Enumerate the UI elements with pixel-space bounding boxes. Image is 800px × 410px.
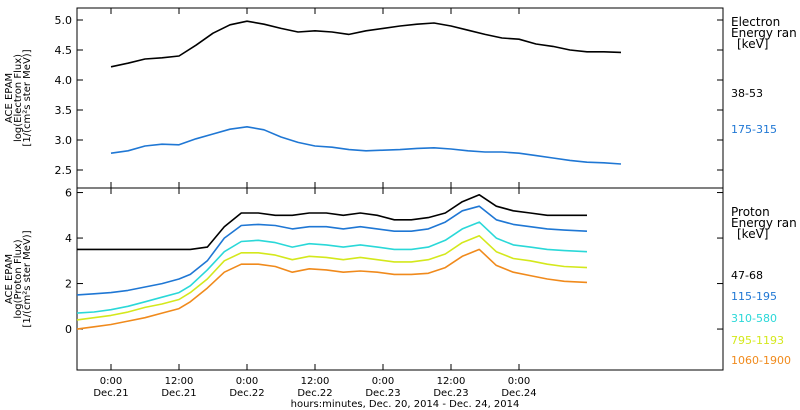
x-tick-date-label: Dec.21: [161, 388, 196, 399]
legend-title-line: [keV]: [737, 37, 768, 51]
x-tick-time-label: 12:00: [165, 376, 194, 387]
y-axis-label-line: [1/(cm²s ster MeV)]: [22, 230, 33, 327]
x-tick-time-label: 0:00: [372, 376, 394, 387]
y-axis-label-line: log(Electron Flux): [13, 54, 24, 142]
x-tick-date-label: Dec.22: [229, 388, 264, 399]
x-tick-date-label: Dec.23: [433, 388, 468, 399]
legend-entry-310-580: 310-580: [731, 312, 777, 325]
x-tick-date-label: Dec.23: [365, 388, 400, 399]
y-tick-label: 3.0: [55, 134, 73, 147]
y-tick-label: 3.5: [55, 104, 73, 117]
y-axis-label-line: [1/(cm²s ster MeV)]: [22, 49, 33, 146]
x-tick-date-label: Dec.22: [297, 388, 332, 399]
y-axis-label-line: ACE EPAM: [4, 254, 15, 304]
y-tick-label: 2: [65, 278, 72, 291]
legend-title-line: [keV]: [737, 227, 768, 241]
legend-entry-47-68: 47-68: [731, 269, 763, 282]
series-line-47-68: [77, 194, 587, 251]
y-tick-label: 4.5: [55, 44, 73, 57]
x-tick-time-label: 12:00: [301, 376, 330, 387]
plot-frame: [76, 187, 724, 371]
x-tick-time-label: 0:00: [100, 376, 122, 387]
legend-entry-795-1193: 795-1193: [731, 334, 784, 347]
x-tick-date-label: Dec.21: [93, 388, 128, 399]
y-tick-label: 5.0: [55, 14, 73, 27]
y-axis-label-line: log(Proton Flux): [13, 239, 24, 318]
legend-title-line: Electron: [731, 15, 780, 29]
series-line-795-1193: [76, 235, 588, 321]
legend-title-line: Energy ran: [731, 216, 797, 230]
x-tick-time-label: 12:00: [437, 376, 466, 387]
legend-entry-115-195: 115-195: [731, 290, 777, 303]
y-tick-label: 2.5: [55, 164, 73, 177]
series-line-175-315: [110, 126, 622, 165]
series-line-310-580: [76, 221, 588, 314]
x-tick-time-label: 0:00: [508, 376, 530, 387]
y-axis-label-line: ACE EPAM: [4, 73, 15, 123]
plot-frame: [76, 7, 724, 189]
legend-title-line: Proton: [731, 205, 770, 219]
y-tick-label: 4: [65, 232, 72, 245]
x-tick-date-label: Dec.24: [501, 388, 536, 399]
x-tick-time-label: 0:00: [236, 376, 258, 387]
legend-entry-175-315: 175-315: [731, 123, 777, 136]
legend-entry-1060-1900: 1060-1900: [731, 354, 791, 367]
x-axis-label: hours:minutes, Dec. 20, 2014 - Dec. 24, …: [291, 399, 520, 410]
y-tick-label: 6: [65, 187, 72, 200]
series-line-115-195: [76, 205, 588, 296]
legend-title-line: Energy ran: [731, 26, 797, 40]
y-tick-label: 4.0: [55, 74, 73, 87]
series-line-1060-1900: [76, 248, 588, 330]
legend-entry-38-53: 38-53: [731, 87, 763, 100]
y-tick-label: 0: [65, 323, 72, 336]
series-line-38-53: [110, 20, 622, 68]
